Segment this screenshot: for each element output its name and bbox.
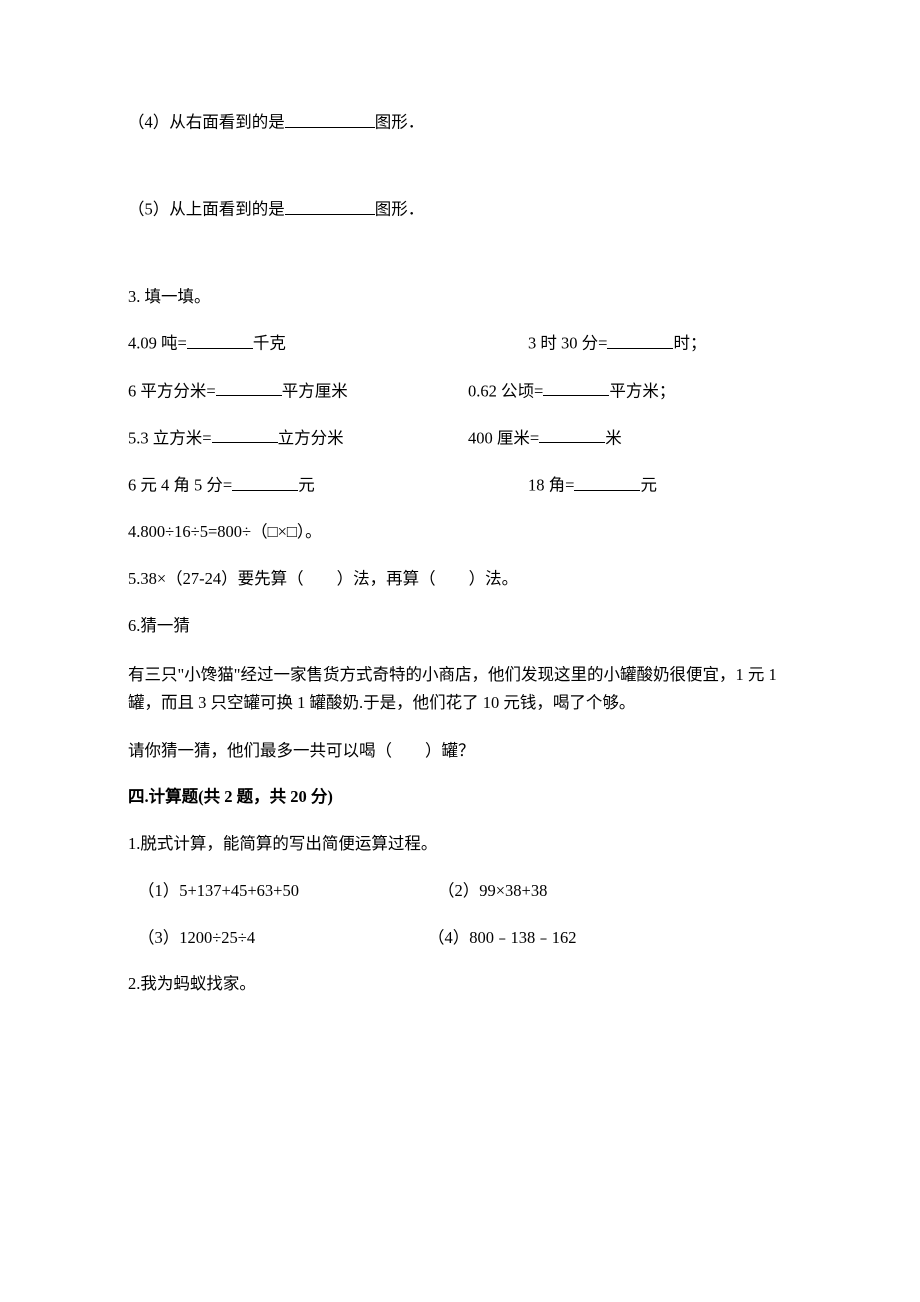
q3-row-right: 3 时 30 分= 时； [468, 331, 795, 356]
q3-row-left: 6 平方分米= 平方厘米 [128, 379, 468, 404]
text: 4.09 吨= [128, 334, 187, 353]
text: （4）从右面看到的是 [128, 113, 285, 132]
text: 3. 填一填。 [128, 287, 211, 306]
text: 有三只"小馋猫"经过一家售货方式奇特的小商店，他们发现这里的小罐酸奶很便宜，1 … [128, 665, 777, 712]
text: 6 平方分米= [128, 381, 216, 400]
blank[interactable] [285, 110, 375, 128]
text: 元 [640, 476, 657, 495]
q3-row-left: 5.3 立方米= 立方分米 [128, 426, 468, 451]
text: （2）99×38+38 [438, 881, 547, 900]
text: 1.脱式计算，能简算的写出简便运算过程。 [128, 834, 437, 853]
text: 立方分米 [278, 428, 344, 447]
blank[interactable] [187, 331, 253, 349]
calc-q1-row-1: （1）5+137+45+63+50 （2）99×38+38 [128, 879, 795, 904]
text: 6.猜一猜 [128, 616, 190, 635]
text: （4）800﹣138﹣162 [428, 928, 577, 947]
text: 平方米； [609, 381, 675, 400]
text: （3）1200÷25÷4 [138, 928, 255, 947]
text: 平方厘米 [282, 381, 348, 400]
q3-row-right: 400 厘米= 米 [468, 426, 795, 451]
worksheet-page: （4）从右面看到的是图形． （5）从上面看到的是图形． 3. 填一填。 4.09… [0, 0, 920, 1302]
q3-row-3: 5.3 立方米= 立方分米 400 厘米= 米 [128, 426, 795, 451]
text: 请你猜一猜，他们最多一共可以喝（ ）罐？ [128, 741, 475, 760]
text: 元 [298, 476, 315, 495]
q3-row-left: 6 元 4 角 5 分= 元 [128, 473, 468, 498]
text: 米 [605, 428, 622, 447]
q3-row-right: 18 角= 元 [468, 473, 795, 498]
q3-row-2: 6 平方分米= 平方厘米 0.62 公顷= 平方米； [128, 379, 795, 404]
text: 400 厘米= [468, 428, 539, 447]
text: 5.3 立方米= [128, 428, 212, 447]
question-6-body1: 有三只"小馋猫"经过一家售货方式奇特的小商店，他们发现这里的小罐酸奶很便宜，1 … [128, 661, 795, 717]
text: （1）5+137+45+63+50 [138, 881, 299, 900]
question-4: 4.800÷16÷5=800÷（□×□）。 [128, 520, 795, 545]
calc-item: （2）99×38+38 [438, 879, 547, 904]
q3-row-left: 4.09 吨= 千克 [128, 331, 468, 356]
blank[interactable] [543, 379, 609, 397]
question-6-heading: 6.猜一猜 [128, 614, 795, 639]
blank[interactable] [285, 197, 375, 215]
question-6-body2: 请你猜一猜，他们最多一共可以喝（ ）罐？ [128, 739, 795, 764]
text: 2.我为蚂蚁找家。 [128, 974, 256, 993]
section-4-heading: 四.计算题(共 2 题，共 20 分) [128, 785, 795, 810]
calc-item: （4）800﹣138﹣162 [428, 926, 577, 951]
text: 0.62 公顷= [468, 381, 543, 400]
question-view-top: （5）从上面看到的是 图形． [128, 197, 795, 222]
text: 18 角= [528, 476, 574, 495]
blank[interactable] [212, 426, 278, 444]
text: 6 元 4 角 5 分= [128, 476, 232, 495]
text: 4.800÷16÷5=800÷（□×□）。 [128, 522, 322, 541]
blank[interactable] [574, 473, 640, 491]
text: 时； [673, 334, 706, 353]
blank[interactable] [232, 473, 298, 491]
text: 5.38×（27-24）要先算（ ）法，再算（ ）法。 [128, 569, 518, 588]
text: 图形． [375, 113, 425, 132]
q3-row-4: 6 元 4 角 5 分= 元 18 角= 元 [128, 473, 795, 498]
calc-q1-heading: 1.脱式计算，能简算的写出简便运算过程。 [128, 832, 795, 857]
blank[interactable] [607, 331, 673, 349]
text: 3 时 30 分= [528, 334, 607, 353]
text: （5）从上面看到的是 [128, 200, 285, 219]
question-5: 5.38×（27-24）要先算（ ）法，再算（ ）法。 [128, 567, 795, 592]
text: 千克 [253, 334, 286, 353]
q3-row-right: 0.62 公顷= 平方米； [468, 379, 795, 404]
calc-item: （1）5+137+45+63+50 [138, 879, 438, 904]
calc-q1-row-2: （3）1200÷25÷4 （4）800﹣138﹣162 [128, 926, 795, 951]
question-view-right: （4）从右面看到的是 图形． [128, 110, 795, 135]
calc-q2-heading: 2.我为蚂蚁找家。 [128, 972, 795, 997]
calc-item: （3）1200÷25÷4 [138, 926, 428, 951]
question-3-heading: 3. 填一填。 [128, 285, 795, 310]
q3-row-1: 4.09 吨= 千克 3 时 30 分= 时； [128, 331, 795, 356]
text: 图形． [375, 200, 425, 219]
blank[interactable] [539, 426, 605, 444]
blank[interactable] [216, 379, 282, 397]
text: 四.计算题(共 2 题，共 20 分) [128, 787, 333, 806]
